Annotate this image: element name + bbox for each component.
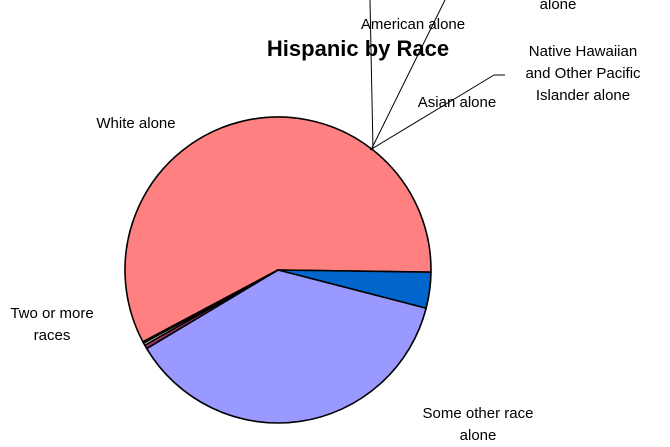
chart-title: Hispanic by Race — [267, 36, 449, 61]
slice-label-4: alone — [540, 0, 577, 13]
slice-label-6: Asian alone — [418, 94, 496, 111]
pie-slice-7 — [142, 269, 279, 344]
pie-slice-3 — [145, 269, 427, 424]
leader-line-5 — [370, 0, 446, 151]
pie-slice-1 — [124, 116, 432, 343]
slice-label-2: Two or more races — [10, 305, 93, 344]
leader-line-4 — [369, 0, 374, 151]
slice-labels: Some other race alone Two or more races Whit… — [10, 0, 641, 444]
slice-label-5: American alone — [361, 16, 465, 33]
pie-slices — [124, 116, 432, 424]
leader-lines — [369, 0, 505, 151]
slice-label-1: Some other race alone — [423, 405, 534, 444]
slice-label-7: Native Hawaiian and Other Pacific Islander… — [525, 43, 641, 104]
leader-line-7 — [369, 74, 495, 151]
slice-label-3: White alone — [96, 115, 175, 132]
